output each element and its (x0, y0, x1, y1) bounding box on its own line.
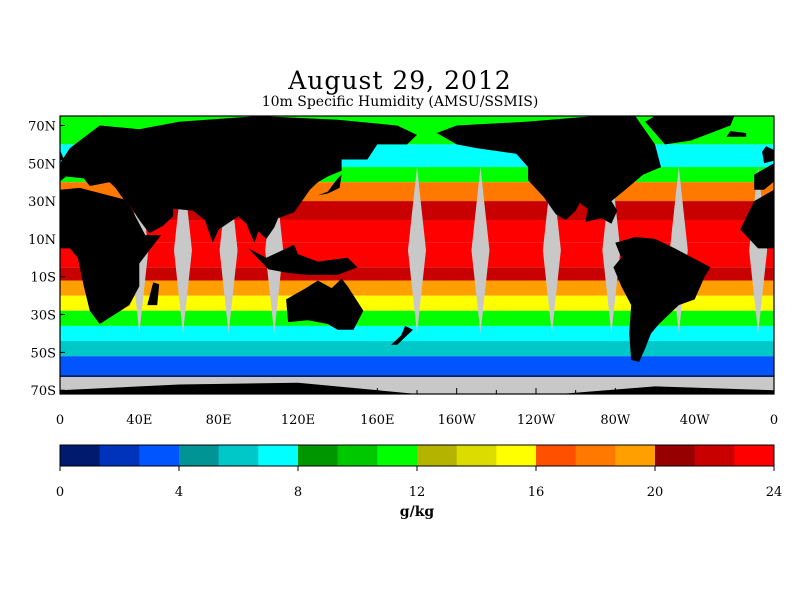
colorbar-segment (655, 445, 696, 466)
map-subtitle: 10m Specific Humidity (AMSU/SSMIS) (261, 94, 539, 110)
south-america-landmass (613, 237, 711, 362)
lon-tick-label: 160W (438, 413, 477, 428)
lat-tick-label: 70S (31, 384, 56, 399)
colorbar-segment (456, 445, 497, 466)
colorbar-tick-label: 4 (175, 485, 183, 500)
colorbar-segment (496, 445, 537, 466)
lon-tick-label: 80E (206, 413, 232, 428)
lat-tick-label: 30S (31, 309, 56, 324)
antarctica-landmass (60, 382, 774, 394)
colorbar-segment (417, 445, 458, 466)
colorbar-tick-label: 24 (766, 485, 783, 500)
swath-gap-7 (602, 167, 621, 334)
colorbar-segment (179, 445, 220, 466)
lon-tick-label: 120W (517, 413, 556, 428)
lon-tick-label: 160E (360, 413, 394, 428)
lat-tick-label: 50S (31, 346, 56, 361)
lat-tick-label: 30N (28, 195, 56, 210)
lat-tick-label: 10S (31, 271, 56, 286)
japan-landmass (317, 174, 342, 196)
humidity-band-13 (60, 356, 774, 376)
lon-tick-label: 0 (770, 413, 778, 428)
map-title: August 29, 2012 (288, 66, 512, 95)
latitude-axis: 70N 50N 30N 10N 10S 30S 50S 70S (28, 119, 65, 399)
swath-gap-2 (219, 167, 238, 334)
europe-asia-landmass (60, 116, 417, 243)
africa-landmass-wrap (740, 189, 774, 249)
colorbar-segment (694, 445, 735, 466)
swath-gap-5 (471, 167, 490, 334)
lon-tick-label: 40E (126, 413, 152, 428)
lon-tick-label: 120E (281, 413, 315, 428)
colorbar-tick-label: 16 (528, 485, 545, 500)
greenland-landmass (645, 116, 735, 145)
colorbar-segment (298, 445, 339, 466)
africa-landmass (60, 187, 162, 324)
uk-landmass-wrap (762, 146, 774, 164)
colorbar-segment (218, 445, 259, 466)
longitude-axis: 0 40E 80E 120E 160E 160W 120W 80W 40W 0 (56, 388, 778, 428)
swath-gap-6 (542, 167, 561, 334)
colorbar (59, 444, 775, 467)
colorbar-unit-label: g/kg (400, 504, 435, 520)
colorbar-tick-label: 0 (56, 485, 64, 500)
lat-tick-label: 50N (28, 157, 56, 172)
colorbar-segment (337, 445, 378, 466)
colorbar-segment (258, 445, 299, 466)
lon-tick-label: 80W (600, 413, 631, 428)
swath-gap-1 (173, 167, 192, 334)
new-zealand-landmass (391, 325, 413, 345)
humidity-band-12 (60, 341, 774, 357)
landmasses (60, 116, 774, 394)
colorbar-segment (615, 445, 656, 466)
colorbar-segment (377, 445, 418, 466)
madagascar-landmass (147, 282, 160, 306)
colorbar-segment (734, 445, 775, 466)
colorbar-tick-label: 8 (294, 485, 302, 500)
lon-tick-label: 40W (680, 413, 711, 428)
colorbar-axis: 0 4 8 12 16 20 24 (56, 466, 782, 500)
lat-tick-label: 70N (28, 119, 56, 134)
colorbar-segment (575, 445, 616, 466)
swath-gap-4 (408, 167, 426, 334)
colorbar-segment (536, 445, 577, 466)
uk-landmass (60, 150, 64, 161)
north-america-landmass (436, 116, 661, 224)
colorbar-tick-label: 12 (409, 485, 426, 500)
australia-landmass (286, 278, 364, 330)
indonesia-landmass (248, 244, 358, 275)
iceland-landmass-wrap (726, 131, 747, 137)
lat-tick-label: 10N (28, 233, 56, 248)
swath-gap-9 (749, 167, 768, 334)
lon-tick-label: 0 (56, 413, 64, 428)
map-plot-area (60, 116, 774, 394)
europe-asia-landmass-wrap (754, 163, 774, 190)
colorbar-segment (139, 445, 180, 466)
missing-data-swaths (130, 167, 768, 334)
colorbar-segment (60, 445, 101, 466)
colorbar-tick-label: 20 (647, 485, 664, 500)
colorbar-segment (99, 445, 140, 466)
swath-gap-3 (265, 167, 284, 334)
swath-gap-8 (669, 167, 688, 334)
